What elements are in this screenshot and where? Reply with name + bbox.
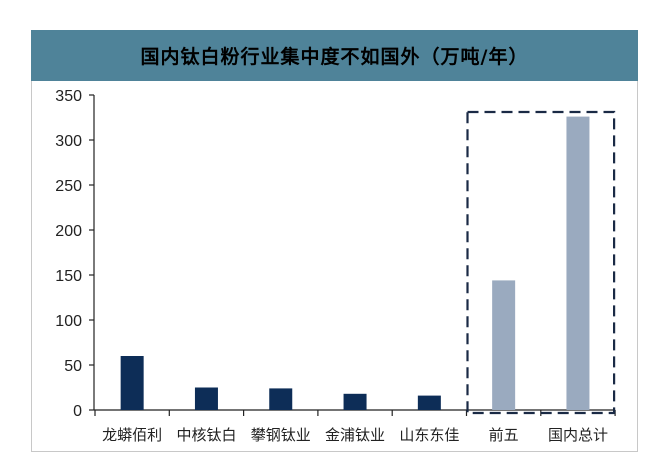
x-category-label: 中核钛白: [176, 426, 236, 444]
y-tick-label: 150: [55, 268, 82, 285]
bar: [566, 116, 590, 410]
bar: [343, 393, 367, 410]
y-tick-label: 350: [55, 88, 82, 105]
y-tick-label: 300: [55, 133, 82, 150]
x-category-label: 山东东佳: [399, 426, 459, 444]
chart-title-bar: 国内钛白粉行业集中度不如国外（万吨/年）: [31, 30, 638, 81]
bar: [194, 387, 218, 410]
bar: [417, 395, 441, 410]
y-tick-label: 0: [73, 403, 82, 420]
y-tick-label: 50: [64, 358, 82, 375]
y-tick-label: 250: [55, 178, 82, 195]
y-tick-label: 100: [55, 313, 82, 330]
x-category-label: 前五: [489, 426, 519, 444]
chart-title: 国内钛白粉行业集中度不如国外（万吨/年）: [140, 46, 529, 68]
highlight-box: [466, 110, 616, 415]
x-category-label: 金浦钛业: [325, 426, 385, 444]
bar: [120, 356, 144, 410]
x-category-label: 攀钢钛业: [251, 426, 311, 444]
bar: [492, 280, 516, 410]
bar: [269, 388, 293, 410]
x-category-label: 国内总计: [548, 426, 608, 444]
x-category-label: 龙蟒佰利: [102, 426, 162, 444]
y-tick-label: 200: [55, 223, 82, 240]
